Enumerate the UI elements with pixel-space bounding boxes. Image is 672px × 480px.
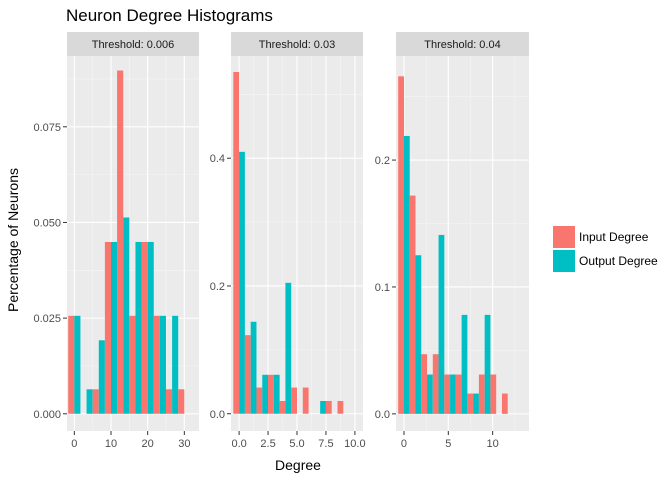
x-tick-label: 5: [445, 438, 451, 450]
panel-1: Threshold: 0.006 0.000 0.025 0.050 0.075 0 10 2…: [33, 32, 199, 450]
legend-label: Input Degree: [579, 230, 649, 244]
y-axis-title: Percentage of Neurons: [5, 168, 21, 312]
output-degree-bar: [461, 314, 468, 414]
y-tick-label: 0.2: [375, 155, 390, 167]
input-degree-bar: [337, 400, 344, 414]
x-tick-label: 5.0: [289, 438, 304, 450]
output-degree-bar: [285, 282, 292, 414]
output-degree-bar: [273, 374, 280, 414]
input-degree-bar: [325, 400, 332, 414]
x-tick-label: 7.5: [318, 438, 333, 450]
output-degree-bar: [239, 151, 245, 414]
output-degree-bar: [262, 374, 269, 414]
panel-strip-label: Threshold: 0.03: [259, 39, 335, 51]
input-degree-bar: [409, 195, 416, 414]
output-degree-bar: [123, 217, 130, 414]
x-tick-label: 30: [178, 438, 190, 450]
input-degree-bar: [68, 315, 75, 414]
x-tick-label: 20: [142, 438, 154, 450]
output-degree-bar: [438, 234, 445, 414]
input-degree-bar: [455, 374, 462, 414]
output-degree-bar: [250, 321, 257, 414]
legend-key-output-degree: [553, 250, 575, 272]
output-degree-bar: [147, 241, 154, 414]
panel-2: Threshold: 0.03 0.0 0.2 0.4 0.0 2.5 5.0 7.5 10.0: [210, 32, 366, 450]
y-tick-label: 0.0: [375, 409, 390, 421]
output-degree-bar: [450, 374, 456, 414]
input-degree-bar: [244, 335, 251, 414]
panel-strip: [67, 32, 199, 56]
panel-strip: [396, 32, 529, 56]
output-degree-bar: [427, 374, 433, 414]
input-degree-bar: [291, 387, 297, 414]
input-degree-bar: [432, 354, 439, 414]
input-degree-bar: [302, 387, 309, 414]
x-tick-label: 10.0: [344, 438, 365, 450]
input-degree-bar: [490, 374, 497, 414]
output-degree-bar: [320, 400, 326, 414]
input-degree-bar: [153, 315, 160, 414]
y-tick-label: 0.025: [33, 313, 61, 325]
x-tick-label: 10: [105, 438, 117, 450]
output-degree-bar: [86, 389, 93, 414]
chart-title: Neuron Degree Histograms: [66, 6, 273, 25]
y-tick-label: 0.050: [33, 217, 61, 229]
x-tick-label: 0: [401, 438, 407, 450]
y-tick-label: 0.075: [33, 122, 61, 134]
output-degree-bar: [159, 315, 166, 414]
input-degree-bar: [279, 400, 286, 414]
output-degree-bar: [98, 340, 105, 414]
output-degree-bar: [415, 255, 422, 414]
y-tick-label: 0.2: [210, 281, 225, 293]
y-tick-label: 0.0: [210, 409, 225, 421]
x-tick-label: 2.5: [260, 438, 275, 450]
output-degree-bar: [172, 315, 179, 414]
panel-strip: [231, 32, 363, 56]
input-degree-bar: [501, 393, 508, 414]
input-degree-bar: [421, 354, 428, 414]
y-tick-label: 0.1: [375, 282, 390, 294]
input-degree-bar: [92, 389, 99, 414]
input-degree-bar: [166, 389, 173, 414]
y-tick-label: 0.4: [210, 153, 225, 165]
output-degree-bar: [74, 315, 81, 414]
legend-key-input-degree: [553, 226, 575, 248]
output-degree-bar: [403, 135, 410, 414]
panel-strip-label: Threshold: 0.04: [424, 39, 500, 51]
input-degree-bar: [268, 374, 274, 414]
input-degree-bar: [398, 76, 404, 414]
input-degree-bar: [256, 387, 263, 414]
input-degree-bar: [233, 71, 240, 414]
x-tick-label: 10: [487, 438, 499, 450]
legend-label: Output Degree: [579, 254, 658, 268]
panel-strip-label: Threshold: 0.006: [92, 39, 175, 51]
input-degree-bar: [104, 241, 111, 414]
input-degree-bar: [117, 70, 124, 414]
output-degree-bar: [484, 314, 491, 414]
output-degree-bar: [135, 241, 142, 414]
x-tick-label: 0.0: [231, 438, 246, 450]
input-degree-bar: [178, 389, 185, 414]
y-tick-label: 0.000: [33, 409, 61, 421]
panel-3: Threshold: 0.04 0.0 0.1 0.2 0 5 10: [375, 32, 529, 450]
x-axis-title: Degree: [275, 457, 321, 473]
input-degree-bar: [478, 374, 485, 414]
output-degree-bar: [111, 241, 118, 414]
x-tick-label: 0: [71, 438, 77, 450]
input-degree-bar: [141, 241, 148, 414]
input-degree-bar: [467, 393, 474, 414]
input-degree-bar: [444, 374, 451, 414]
input-degree-bar: [129, 315, 136, 414]
output-degree-bar: [473, 393, 479, 414]
legend: Input Degree Output Degree: [553, 226, 658, 272]
